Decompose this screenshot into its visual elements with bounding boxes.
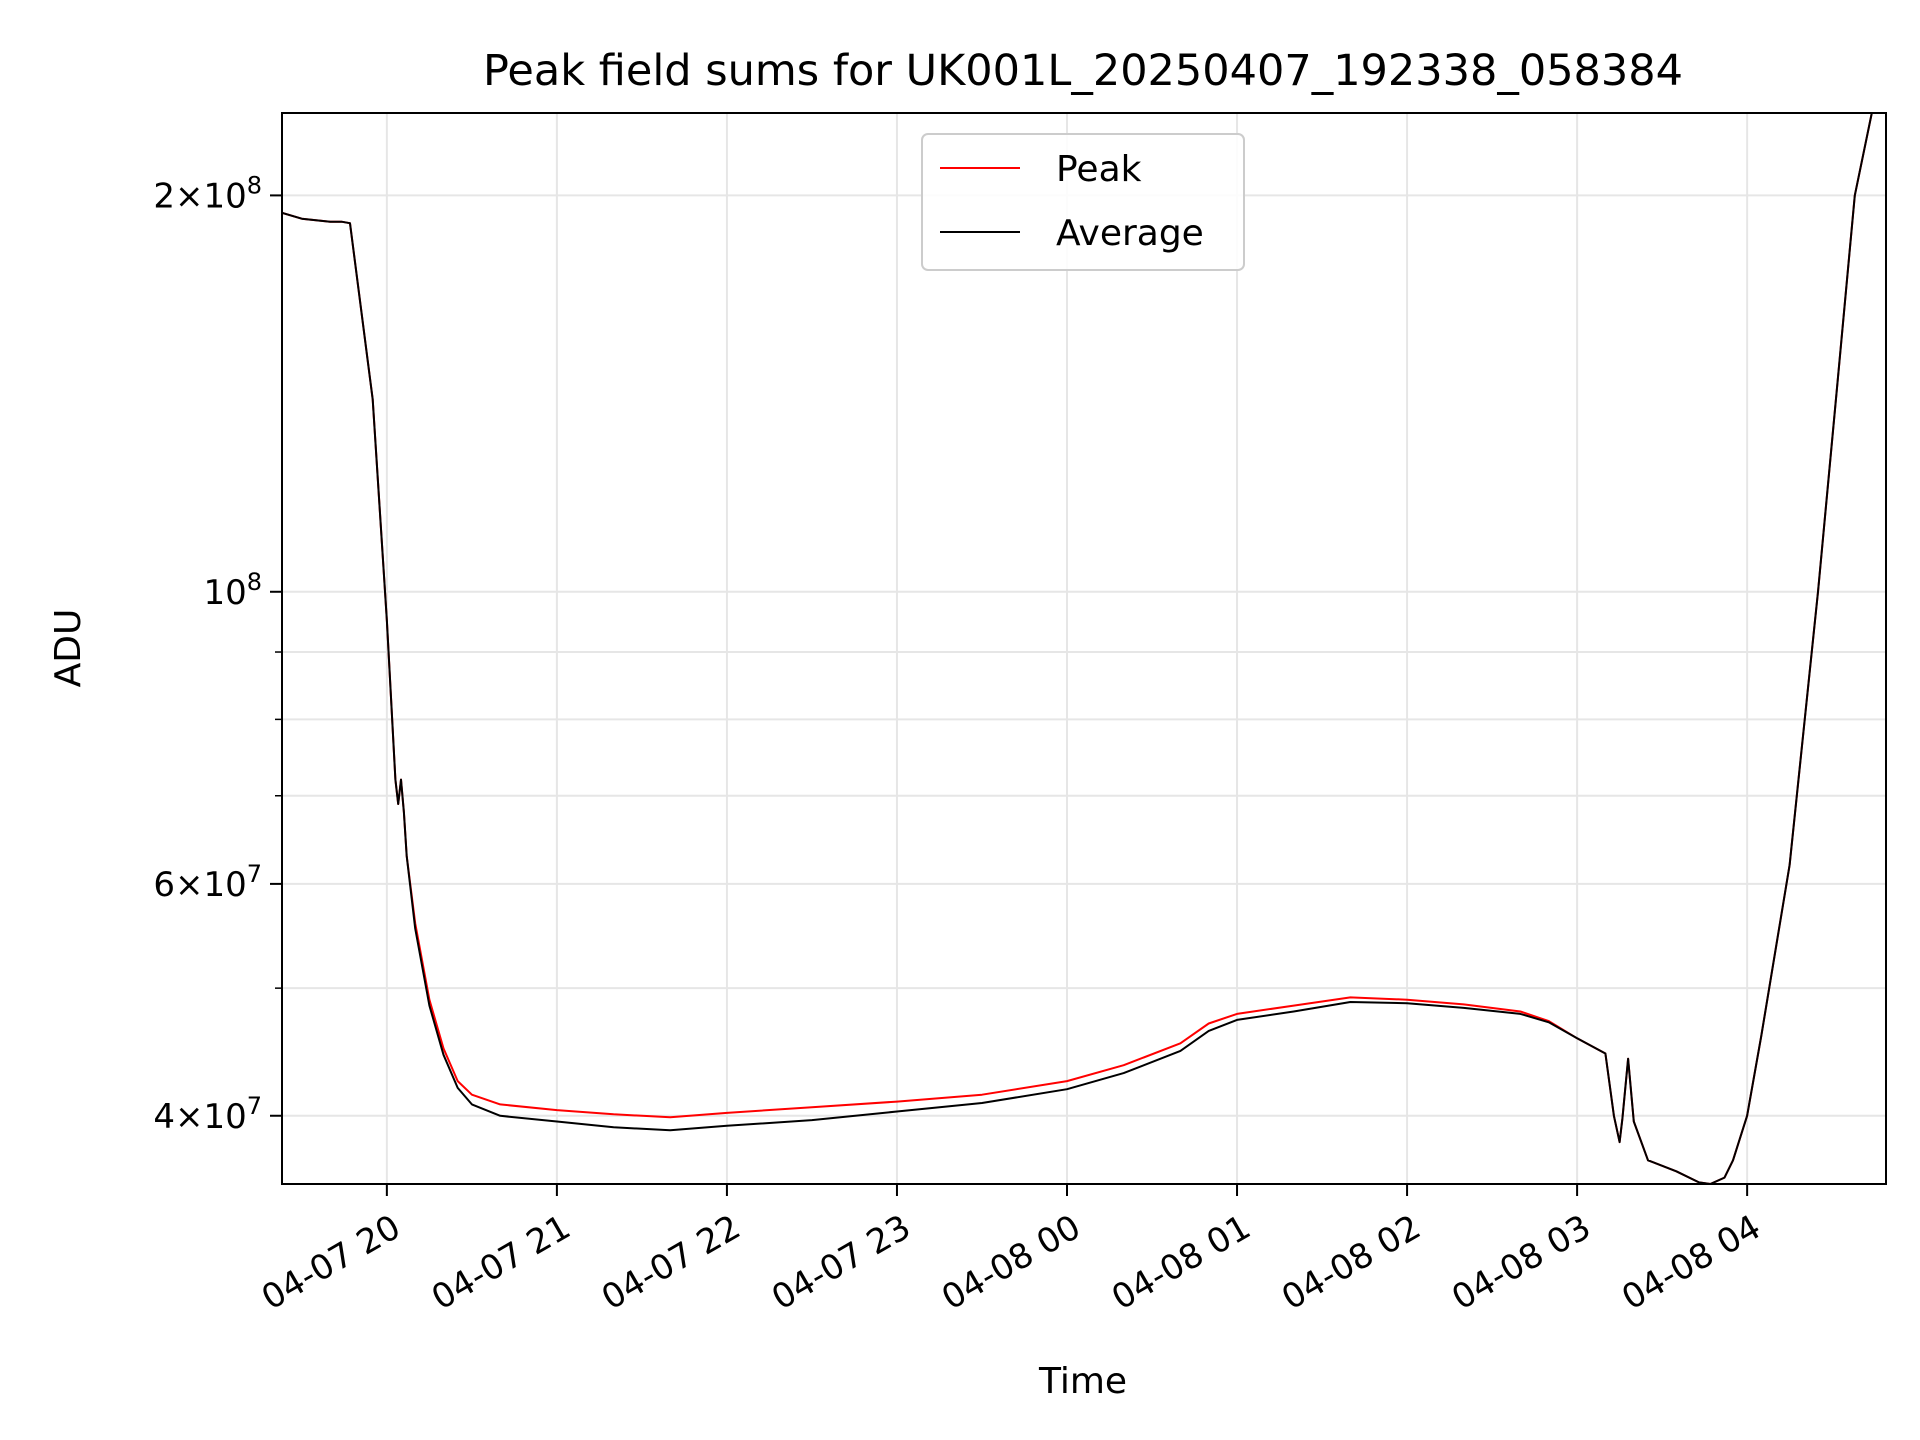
legend: Peak Average bbox=[921, 133, 1245, 271]
x-axis-label: Time bbox=[1038, 1361, 1127, 1402]
y-tick-label: 4×107 bbox=[153, 1092, 262, 1137]
y-tick-label: 108 bbox=[203, 568, 262, 613]
legend-label-average: Average bbox=[1056, 213, 1204, 254]
y-axis-label: ADU bbox=[48, 609, 89, 688]
series-line-average bbox=[282, 113, 1874, 1184]
legend-label-peak: Peak bbox=[1056, 149, 1142, 190]
plot-series bbox=[282, 113, 1874, 1184]
grid-lines bbox=[282, 113, 1886, 1184]
plot-frame bbox=[281, 112, 1887, 1185]
y-tick-label: 6×107 bbox=[153, 860, 262, 905]
y-tick-label: 2×108 bbox=[153, 171, 262, 216]
chart-title: Peak field sums for UK001L_20250407_1923… bbox=[483, 46, 1683, 96]
